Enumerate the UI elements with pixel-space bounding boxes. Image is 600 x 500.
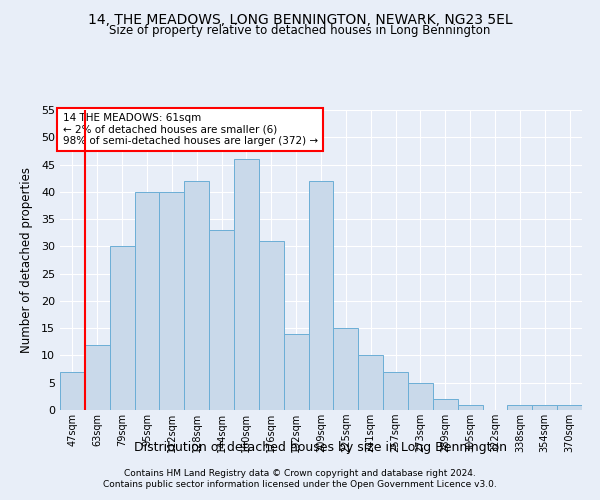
Text: Contains HM Land Registry data © Crown copyright and database right 2024.: Contains HM Land Registry data © Crown c… [124, 468, 476, 477]
Bar [209, 230, 234, 410]
Text: Size of property relative to detached houses in Long Bennington: Size of property relative to detached ho… [109, 24, 491, 37]
Text: Distribution of detached houses by size in Long Bennington: Distribution of detached houses by size … [134, 441, 508, 454]
Bar [433, 399, 458, 410]
Bar [532, 404, 557, 410]
Bar [308, 181, 334, 410]
Text: 14, THE MEADOWS, LONG BENNINGTON, NEWARK, NG23 5EL: 14, THE MEADOWS, LONG BENNINGTON, NEWARK… [88, 12, 512, 26]
Text: Contains public sector information licensed under the Open Government Licence v3: Contains public sector information licen… [103, 480, 497, 489]
Bar [508, 404, 532, 410]
Bar [284, 334, 308, 410]
Bar [334, 328, 358, 410]
Bar [358, 356, 383, 410]
Bar [234, 159, 259, 410]
Bar [184, 181, 209, 410]
Bar [60, 372, 85, 410]
Bar [110, 246, 134, 410]
Bar [383, 372, 408, 410]
Bar [160, 192, 184, 410]
Bar [85, 344, 110, 410]
Bar [557, 404, 582, 410]
Text: 14 THE MEADOWS: 61sqm
← 2% of detached houses are smaller (6)
98% of semi-detach: 14 THE MEADOWS: 61sqm ← 2% of detached h… [62, 113, 318, 146]
Bar [134, 192, 160, 410]
Bar [408, 382, 433, 410]
Y-axis label: Number of detached properties: Number of detached properties [20, 167, 32, 353]
Bar [458, 404, 482, 410]
Bar [259, 241, 284, 410]
